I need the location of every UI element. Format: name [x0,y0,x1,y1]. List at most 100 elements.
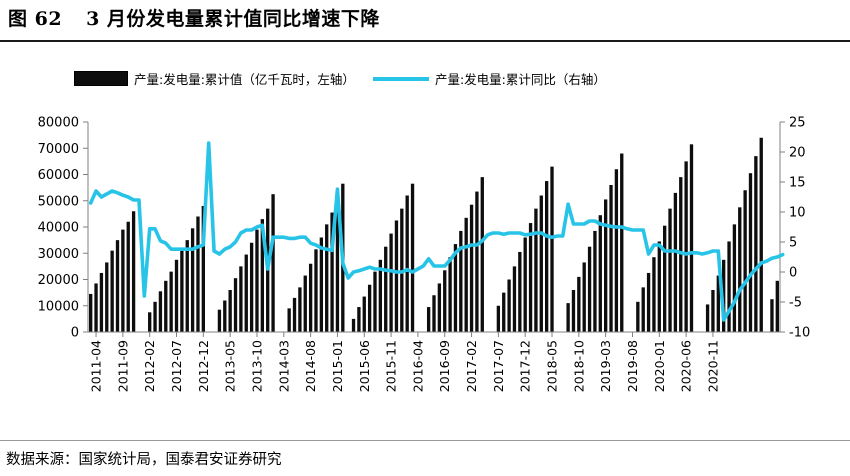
bar-mark [775,280,779,332]
bar-mark [94,283,98,332]
x-tick-label: 2013-10 [249,340,264,392]
y-left-tick-label: 70000 [38,142,79,157]
bar-mark [539,195,543,332]
bar-mark [453,244,458,332]
bar-mark [673,192,678,333]
bar-mark [185,240,189,333]
bar-mark [271,194,275,332]
bar-mark [126,221,130,332]
bar-mark [190,228,195,332]
bar-mark [432,295,436,332]
power-generation-chart: 0 10000 20000 30000 40000 50000 60000 70000 8000… [38,116,811,393]
x-tick-label: 2014-03 [276,340,291,392]
bar-mark [357,307,361,332]
y-left-tick-label: 0 [71,326,79,341]
bar-mark [148,312,152,332]
bar-mark [496,305,501,332]
bar-mark [571,290,576,332]
bar-mark [110,250,114,333]
x-tick-label: 2011-04 [89,340,104,392]
x-tick-label: 2012-12 [196,340,211,392]
y-left-tick-label: 50000 [38,194,79,209]
bar-mark [153,301,157,332]
bar-mark [169,271,173,333]
bar-mark [684,161,688,333]
bar-mark [174,259,179,332]
figure-title-text: 3 月份发电量累计值同比增速下降 [86,8,380,30]
x-tick-label: 2012-02 [142,340,157,392]
x-tick-label: 2020-01 [652,340,667,392]
y-right-tick-label: -5 [789,296,802,311]
bar-mark [716,275,720,332]
bar-mark [384,246,388,332]
source-note: 数据来源：国家统计局，国泰君安证券研究 [6,452,282,468]
bar-mark [239,266,243,333]
x-tick-label: 2018-10 [571,340,586,392]
legend-line-swatch [372,76,429,81]
x-tick-label: 2017-02 [464,340,479,392]
chart-tick-labels: 0 10000 20000 30000 40000 50000 60000 70000 8000… [38,116,811,393]
bar-mark [587,246,592,332]
bar-mark [609,185,613,332]
bar-mark [663,225,667,332]
figure-number: 图 62 [8,8,63,30]
chart-axes [83,121,785,337]
bar-mark [255,229,259,333]
bar-mark [292,297,297,333]
legend-bar-swatch [74,71,128,86]
x-tick-label: 2012-07 [169,340,184,392]
bar-mark [426,307,431,332]
bar-mark [582,262,586,332]
bar-mark [727,241,731,332]
title-divider [0,40,850,42]
chart-legend: 产量:发电量:累计值（亿千瓦时，左轴） 产量:发电量:累计同比（右轴） [74,69,606,88]
x-tick-label: 2019-08 [625,340,640,392]
bar-mark [287,308,291,333]
figure-title: 图 62 3 月份发电量累计值同比增速下降 [8,4,380,31]
bar-mark [298,287,302,333]
x-tick-label: 2015-01 [330,340,345,392]
bar-mark [233,278,238,332]
bar-mark [705,304,710,332]
bar-mark [657,241,661,332]
y-right-tick-label: 10 [789,206,806,221]
bar-mark [389,233,393,332]
bar-mark [459,230,463,332]
y-right-tick-label: -10 [789,326,810,341]
bar-mark [534,208,538,333]
bar-mark [738,207,742,332]
x-tick-label: 2019-03 [598,340,613,392]
bar-mark [689,144,694,332]
bar-mark [646,272,651,332]
bar-mark [711,290,715,332]
bar-mark [593,230,597,332]
x-tick-label: 2013-05 [223,340,238,392]
bar-mark [394,220,399,332]
y-left-tick-label: 20000 [38,273,79,288]
bar-mark [469,204,474,332]
x-tick-label: 2016-09 [437,340,452,392]
y-right-tick-label: 20 [789,146,806,161]
bar-mark [518,251,522,332]
bar-mark [743,190,747,332]
bar-mark [523,237,527,332]
x-tick-label: 2014-08 [303,340,318,392]
y-left-tick-label: 40000 [38,221,79,236]
bar-mark [249,242,254,332]
bar-mark [196,216,200,332]
bar-mark [351,318,356,333]
bar-mark [748,173,753,332]
legend-entry-yoy: 产量:发电量:累计同比（右轴） [434,72,606,87]
bar-mark [550,166,554,333]
x-tick-label: 2015-11 [384,340,399,392]
bar-mark [131,211,136,332]
x-tick-label: 2018-05 [545,340,560,392]
x-tick-label: 2011-09 [115,340,130,392]
bar-mark [319,237,324,332]
bar-mark [722,259,726,332]
bar-mark [314,249,318,332]
x-tick-label: 2015-06 [357,340,372,392]
bar-mark [89,293,93,332]
y-left-tick-label: 10000 [38,299,79,314]
bar-mark [158,291,163,332]
